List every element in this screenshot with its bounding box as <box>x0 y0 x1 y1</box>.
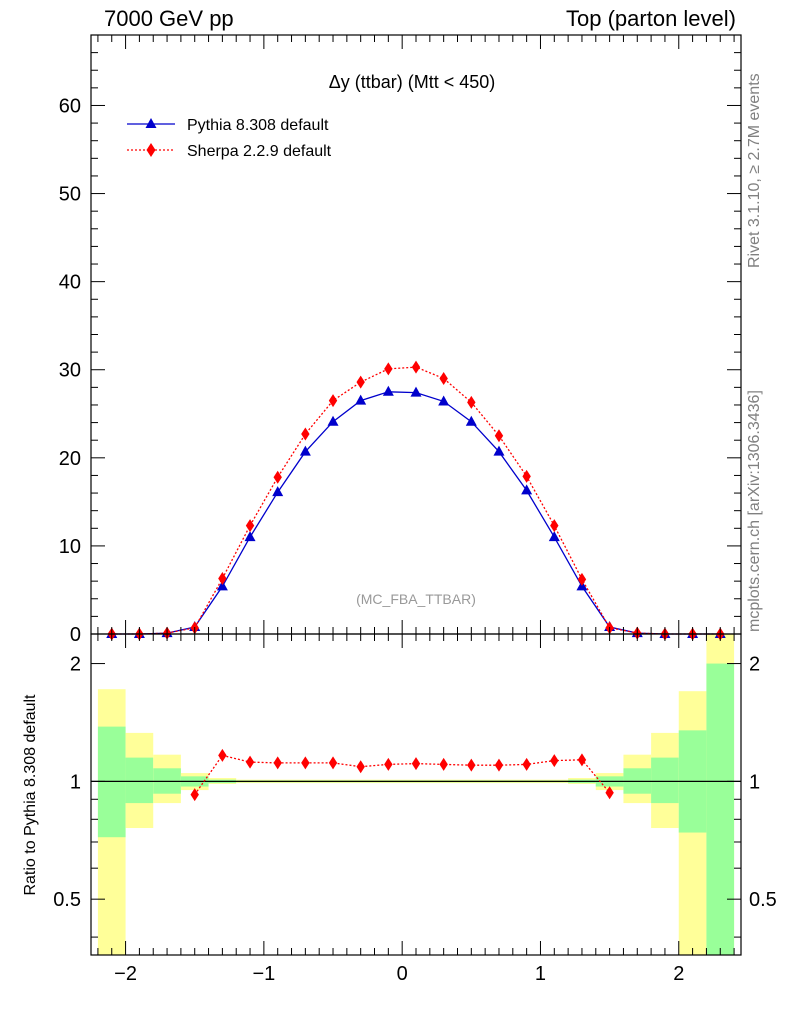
y-tick-label: 40 <box>59 272 81 294</box>
data-point <box>299 445 311 456</box>
band-inner-bin <box>706 663 735 955</box>
ratio-point <box>605 786 614 800</box>
x-tick-label: 2 <box>673 963 684 985</box>
y-tick-label: 20 <box>59 448 81 470</box>
legend-item-sherpa: Sherpa 2.2.9 default <box>127 143 332 160</box>
ratio-y-axis: 0.5 0.5 1 1 2 2 <box>53 654 777 938</box>
x-tick-label: 1 <box>535 963 546 985</box>
data-point <box>245 519 255 533</box>
data-point <box>273 470 282 484</box>
data-point <box>216 580 228 591</box>
y-tick-label: 50 <box>59 184 81 206</box>
ratio-y-tick-label: 1 <box>70 771 81 793</box>
ratio-point <box>328 756 338 770</box>
data-point <box>244 531 256 542</box>
ratio-y-tick-label: 0.5 <box>53 889 81 911</box>
ratio-y-tick-label-right: 0.5 <box>749 889 777 911</box>
y-tick-label: 30 <box>59 360 81 382</box>
plot-title: Δy (ttbar) (Mtt < 450) <box>329 72 496 92</box>
ratio-series-sherpa <box>190 748 614 802</box>
legend-marker-sherpa <box>146 143 156 157</box>
legend-item-pythia: Pythia 8.308 default <box>127 117 329 134</box>
ratio-point <box>411 757 421 771</box>
ratio-point <box>439 757 448 771</box>
data-point <box>410 386 422 397</box>
x-axis: −2 −1 0 1 2 <box>97 35 735 985</box>
ratio-point <box>384 757 393 771</box>
ratio-point <box>245 755 255 769</box>
ratio-point <box>356 760 365 774</box>
band-inner-bin <box>125 757 154 804</box>
data-point <box>467 395 476 409</box>
data-point <box>272 486 284 497</box>
data-point <box>355 394 367 405</box>
legend: Pythia 8.308 default Sherpa 2.2.9 defaul… <box>127 117 332 160</box>
band-inner-bin <box>651 757 679 804</box>
data-point <box>493 445 505 456</box>
ratio-line <box>194 754 611 795</box>
ratio-point <box>190 788 199 802</box>
ratio-y-tick-label-right: 1 <box>749 771 760 793</box>
ratio-y-tick-label-right: 2 <box>749 654 760 676</box>
process-label: Top (parton level) <box>566 6 736 31</box>
legend-label-pythia: Pythia 8.308 default <box>187 117 329 134</box>
y-tick-label: 10 <box>59 536 81 558</box>
y-tick-label: 0 <box>70 624 81 646</box>
ratio-point <box>218 748 227 762</box>
ratio-point <box>550 754 559 768</box>
data-point <box>550 519 559 533</box>
x-tick-label: 0 <box>397 963 408 985</box>
analysis-tag: (MC_FBA_TTBAR) <box>356 591 476 607</box>
ratio-y-axis-label: Ratio to Pythia 8.308 default <box>22 694 39 896</box>
ratio-y-tick-label: 2 <box>70 654 81 676</box>
ratio-point <box>577 753 587 767</box>
x-tick-label: −1 <box>252 963 275 985</box>
x-tick-label: −2 <box>114 963 137 985</box>
data-point <box>301 427 310 441</box>
collision-energy-label: 7000 GeV pp <box>104 6 234 31</box>
data-point <box>439 372 448 386</box>
data-point <box>382 385 394 396</box>
data-point <box>494 429 504 443</box>
data-point <box>521 484 533 495</box>
data-point <box>465 415 477 426</box>
data-point <box>328 394 338 408</box>
ratio-point <box>301 756 310 770</box>
data-point <box>577 572 587 586</box>
ratio-point <box>522 757 531 771</box>
data-point <box>411 360 421 374</box>
data-point <box>356 375 365 389</box>
data-point <box>548 531 560 542</box>
data-point <box>218 572 227 586</box>
ratio-point <box>494 758 504 772</box>
main-y-axis: 0 10 20 30 40 50 60 <box>59 34 741 646</box>
data-point <box>438 395 450 406</box>
legend-marker-pythia <box>145 118 157 128</box>
legend-label-sherpa: Sherpa 2.2.9 default <box>187 143 332 160</box>
y-tick-label: 60 <box>59 95 81 117</box>
data-point <box>522 469 531 483</box>
ratio-point <box>467 758 476 772</box>
data-point <box>384 362 393 376</box>
data-point <box>327 415 339 426</box>
ratio-point <box>273 756 282 770</box>
